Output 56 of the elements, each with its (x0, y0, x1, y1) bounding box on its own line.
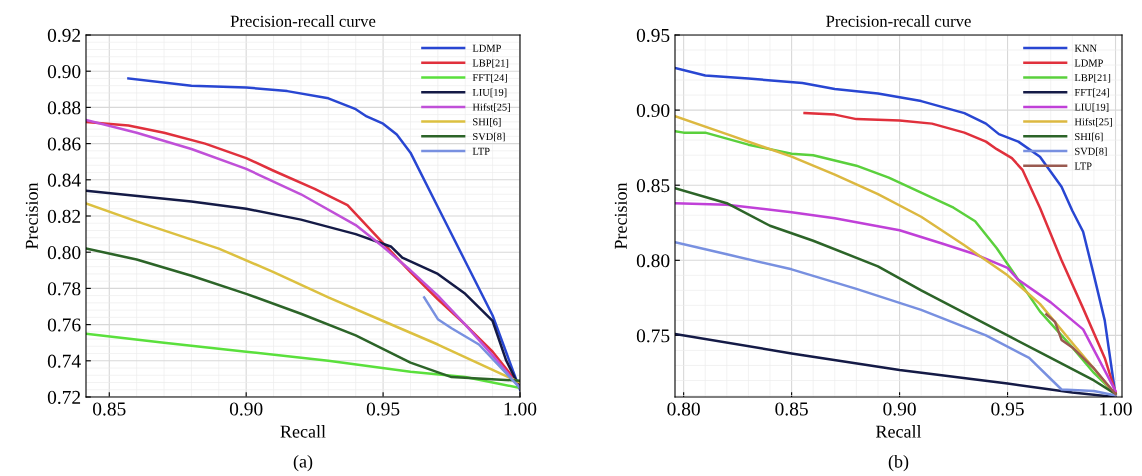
y-tick-label: 0.88 (47, 101, 81, 115)
y-tick-label: 0.72 (47, 390, 81, 405)
y-tick-label: 0.74 (47, 354, 81, 368)
x-tick-label: 0.90 (229, 402, 263, 416)
x-tick-label: 1.00 (1100, 402, 1132, 416)
legend-label: FFT[24] (472, 73, 507, 83)
legend-label: LDMP (472, 44, 501, 52)
y-tick-label: 0.80 (47, 246, 81, 260)
legend-label: SVD[8] (473, 132, 505, 142)
y-tick-label: 0.95 (636, 28, 670, 43)
line-series (675, 241, 1117, 397)
y-tick-label: 0.92 (47, 28, 81, 43)
x-tick-label: 0.95 (991, 402, 1024, 416)
legend-label: LDMP (1074, 59, 1103, 67)
text: (b) (888, 454, 909, 472)
line-series (86, 247, 520, 382)
y-tick-label: 0.75 (636, 329, 670, 343)
y-tick-label: 0.90 (636, 103, 670, 118)
legend-label: LTP (1074, 162, 1092, 170)
y-tick-label: 0.80 (636, 254, 670, 268)
y-tick-label: 0.86 (47, 137, 81, 151)
y-tick-label: 0.78 (47, 282, 81, 296)
text: (a) (293, 454, 313, 472)
y-tick-label: 0.84 (47, 173, 81, 187)
legend-label: Hifst[25] (472, 103, 510, 112)
y-tick-label: 0.90 (47, 65, 81, 79)
x-tick-label: 0.80 (667, 402, 700, 416)
chart-title: Precision-recall curve (826, 15, 971, 27)
line-series (422, 296, 520, 390)
y-tick-label: 0.82 (47, 209, 81, 224)
legend-label: LIU[19] (1074, 103, 1109, 112)
legend-label: SHI[6] (473, 118, 501, 127)
line-series (803, 111, 1117, 394)
x-axis-title: Recall (280, 425, 326, 438)
y-tick-label: 0.76 (47, 318, 81, 332)
line-series (86, 332, 520, 390)
x-tick-label: 0.95 (366, 402, 400, 416)
line-series (1045, 313, 1117, 396)
y-tick-label: 0.85 (636, 179, 670, 193)
legend-label: FFT[24] (1074, 88, 1109, 98)
legend-label: LBP[21] (472, 59, 509, 68)
legend-label: KNN (1074, 44, 1097, 52)
x-tick-label: 0.90 (883, 402, 916, 416)
legend-label: SHI[6] (1075, 132, 1103, 142)
y-axis-title: Precision (614, 182, 627, 250)
legend-label: LIU[19] (472, 88, 507, 98)
legend-label: LTP (472, 147, 490, 155)
x-tick-label: 0.85 (775, 402, 808, 416)
chart-title: Precision-recall curve (230, 15, 376, 27)
x-tick-label: 1.00 (504, 402, 537, 416)
legend-label: LBP[21] (1074, 73, 1111, 83)
x-tick-label: 0.85 (93, 402, 126, 416)
legend-label: Hifst[25] (1074, 117, 1112, 127)
x-axis-title: Recall (875, 425, 922, 438)
y-axis-title: Precision (25, 182, 38, 250)
legend-label: SVD[8] (1075, 147, 1107, 157)
